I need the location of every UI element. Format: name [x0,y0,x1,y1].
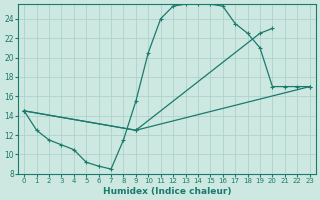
X-axis label: Humidex (Indice chaleur): Humidex (Indice chaleur) [103,187,231,196]
